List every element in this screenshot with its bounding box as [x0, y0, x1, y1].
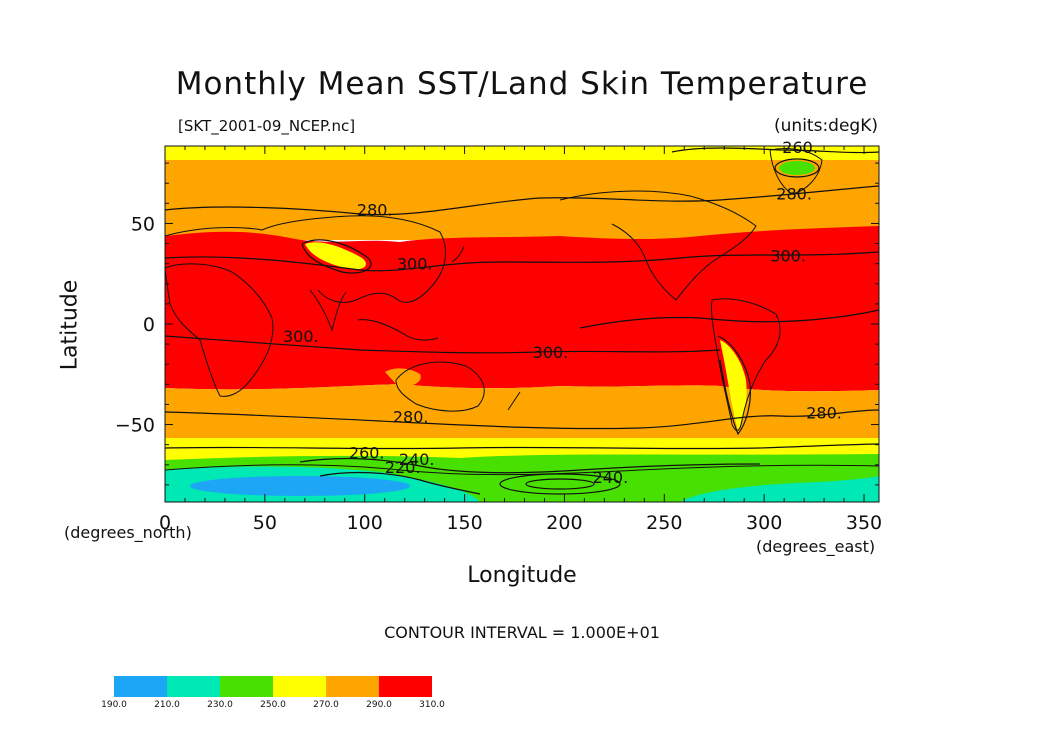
contour-lines	[165, 147, 879, 495]
y-tick-label: −50	[115, 415, 155, 437]
contour-label: 300.	[283, 327, 319, 346]
contour-240-south	[299, 457, 761, 474]
band-south-orange	[165, 384, 879, 440]
contour-label: 260.	[349, 444, 385, 463]
contour-label: 240.	[593, 468, 629, 487]
y-axis-label: Latitude	[57, 279, 83, 371]
x-tick-label: 50	[253, 512, 277, 534]
x-tick-label: 350	[846, 512, 882, 534]
coast-south-america	[711, 298, 781, 431]
contour-300-south	[165, 335, 721, 354]
colorbar-label: 290.0	[366, 700, 392, 710]
contour-label: 300.	[397, 255, 433, 274]
andes-yellow	[720, 340, 747, 430]
contour-260-south	[165, 443, 879, 450]
y-tick-label: 50	[131, 213, 155, 235]
axis-tick-labels: 0 50 100 150 200 250 300 350 −50 0 50	[115, 213, 882, 534]
contour-label: 280.	[806, 404, 842, 423]
contour-label: 300.	[533, 343, 569, 362]
contour-andes	[717, 335, 751, 436]
contour-220-south	[319, 471, 481, 495]
x-tick-label: 300	[746, 512, 782, 534]
contour-label: 220.	[385, 458, 421, 477]
contour-tibet	[301, 239, 372, 274]
cold-core-blue	[190, 476, 410, 496]
x-unit-note: (degrees_east)	[756, 537, 876, 556]
colorbar-label: 250.0	[260, 700, 286, 710]
contour-230-ross	[525, 478, 595, 490]
contour-300-north	[165, 251, 879, 272]
contour-260-north	[671, 147, 879, 154]
colorbar-swatch	[114, 676, 167, 697]
coast-japan	[451, 245, 465, 263]
colorbar-swatch	[379, 676, 432, 697]
contour-300-east	[579, 309, 879, 329]
coast-australia	[395, 361, 485, 412]
contour-240-ross	[499, 473, 621, 495]
contour-label: 280.	[776, 184, 812, 203]
contour-labels: 260. 280. 280. 300. 300. 300. 300. 280. 280. 260.…	[283, 138, 842, 487]
y-unit-note: (degrees_north)	[64, 523, 192, 542]
coast-india	[309, 289, 347, 332]
colorbar-label: 230.0	[207, 700, 233, 710]
x-tick-label: 200	[546, 512, 582, 534]
y-tick-label: 0	[143, 314, 155, 336]
coast-indonesia	[357, 319, 439, 341]
colorbar-swatch	[167, 676, 220, 697]
x-axis-label: Longitude	[467, 563, 577, 588]
x-tick-label: 0	[159, 512, 171, 534]
colorbar-swatch	[326, 676, 379, 697]
contour-280-south	[165, 409, 879, 430]
contour-label: 260.	[782, 138, 818, 157]
coast-nz	[507, 391, 521, 411]
contour-label: 240.	[399, 450, 435, 469]
contour-280-north	[165, 185, 879, 216]
colorbar-swatch	[220, 676, 273, 697]
coast-antarctica	[165, 464, 879, 476]
temperature-field	[165, 146, 879, 502]
contour-260-greenland	[774, 158, 820, 178]
band-antarctic-teal-east	[680, 476, 879, 502]
africa-orange-patch	[385, 368, 421, 387]
axis-ticks	[164, 146, 879, 502]
colorbar-label: 210.0	[154, 700, 180, 710]
contour-label: 280.	[393, 408, 429, 427]
units-label: (units:degK)	[774, 116, 878, 136]
chart-title: Monthly Mean SST/Land Skin Temperature	[175, 66, 869, 102]
colorbar-label: 270.0	[313, 700, 339, 710]
coastlines	[165, 147, 879, 476]
coast-africa	[165, 263, 274, 397]
coast-europe-asia	[165, 215, 447, 303]
contour-interval: CONTOUR INTERVAL = 1.000E+01	[384, 623, 660, 642]
tibet-yellow	[305, 242, 366, 270]
contour-label: 300.	[770, 247, 806, 266]
colorbar-label: 190.0	[101, 700, 127, 710]
colorbar-swatch	[273, 676, 326, 697]
x-tick-label: 150	[446, 512, 482, 534]
greenland-green	[779, 161, 815, 175]
x-tick-label: 100	[347, 512, 383, 534]
x-tick-label: 250	[646, 512, 682, 534]
colorbar-label: 310.0	[419, 700, 445, 710]
dataset-filename: [SKT_2001-09_NCEP.nc]	[178, 117, 356, 135]
contour-label: 280.	[357, 200, 393, 219]
